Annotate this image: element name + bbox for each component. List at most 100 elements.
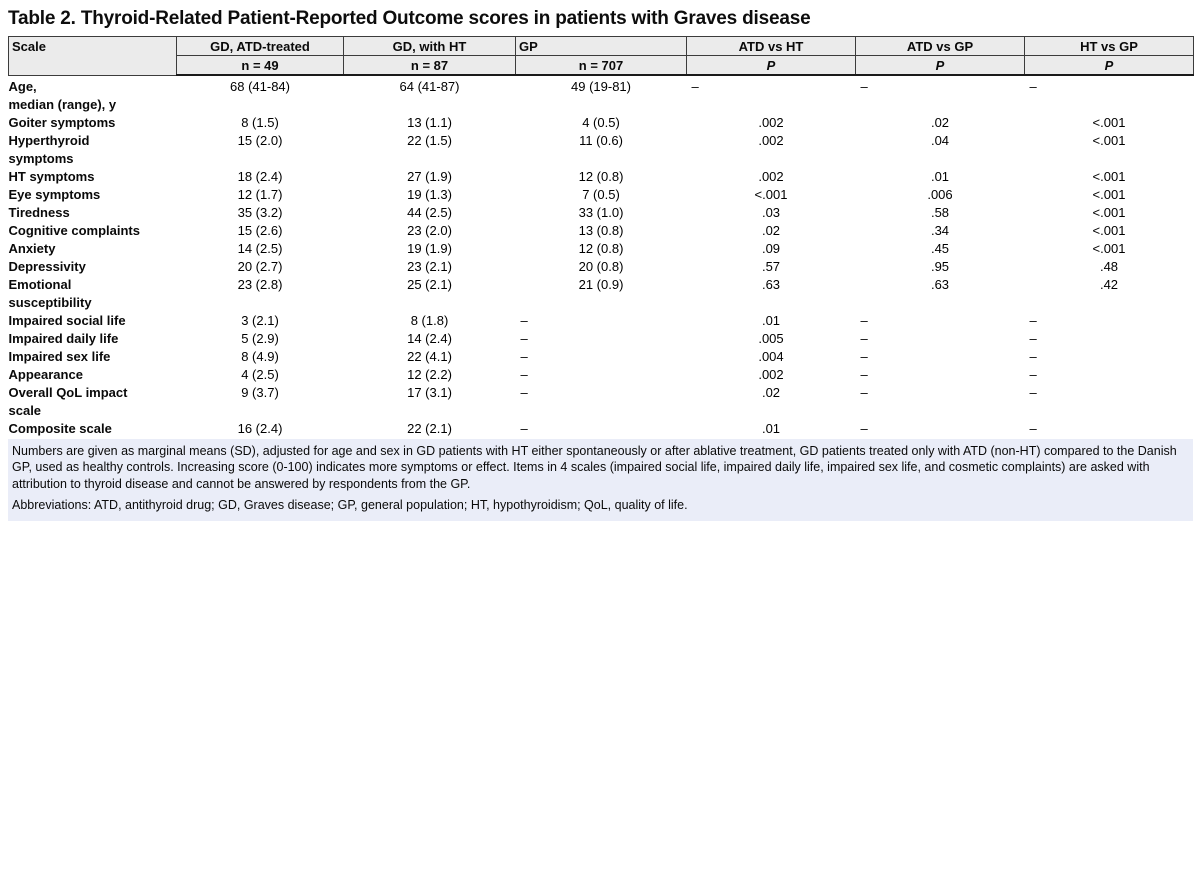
cell-gd-ht: 64 (41-87) [343,75,516,114]
cell-p-atd-vs-gp: – [855,383,1025,420]
cell-gp: 12 (0.8) [515,239,687,258]
subheader-n-gd-atd: n = 49 [176,55,344,76]
row-label-scale: Overall QoL impact scale [8,383,177,420]
cell-gd-atd: 16 (2.4) [176,419,344,438]
cell-gd-atd: 18 (2.4) [176,167,344,186]
cell-gp: 49 (19-81) [515,75,687,114]
cell-gd-atd: 8 (4.9) [176,347,344,366]
row-label-scale: Eye symptoms [8,185,177,204]
cell-p-ht-vs-gp: <.001 [1024,239,1194,258]
cell-gd-atd: 12 (1.7) [176,185,344,204]
col-header-gd-ht: GD, with HT [343,36,516,56]
row-label-scale: Hyperthyroid symptoms [8,131,177,168]
cell-p-atd-vs-gp: .34 [855,221,1025,240]
cell-gp: 7 (0.5) [515,185,687,204]
table-row: Age, median (range), y 68 (41-84) 64 (41… [8,75,1194,114]
table-row: Appearance 4 (2.5) 12 (2.2) – .002 – – [8,365,1194,384]
cell-p-atd-vs-ht: .03 [686,203,856,222]
row-label-scale: Appearance [8,365,177,384]
table-row: Impaired daily life 5 (2.9) 14 (2.4) – .… [8,329,1194,348]
cell-p-atd-vs-gp: .45 [855,239,1025,258]
cell-p-atd-vs-gp: .63 [855,275,1025,312]
cell-gd-atd: 68 (41-84) [176,75,344,114]
cell-p-ht-vs-gp: .48 [1024,257,1194,276]
cell-p-atd-vs-ht: .004 [686,347,856,366]
table-row: Hyperthyroid symptoms 15 (2.0) 22 (1.5) … [8,131,1194,168]
table-row: Impaired sex life 8 (4.9) 22 (4.1) – .00… [8,347,1194,366]
cell-gp: 33 (1.0) [515,203,687,222]
cell-p-atd-vs-gp: – [855,365,1025,384]
cell-gd-ht: 23 (2.1) [343,257,516,276]
table-title: Table 2. Thyroid-Related Patient-Reporte… [8,8,811,29]
row-label-scale: Depressivity [8,257,177,276]
row-label-scale: Goiter symptoms [8,113,177,132]
cell-p-atd-vs-ht: <.001 [686,185,856,204]
cell-gd-ht: 44 (2.5) [343,203,516,222]
cell-p-atd-vs-gp: .58 [855,203,1025,222]
cell-p-atd-vs-ht: – [686,75,856,114]
row-label-scale: Anxiety [8,239,177,258]
footnote-abbreviations: Abbreviations: ATD, antithyroid drug; GD… [12,498,688,512]
cell-gd-ht: 22 (2.1) [343,419,516,438]
cell-gd-atd: 3 (2.1) [176,311,344,330]
table-row: Goiter symptoms 8 (1.5) 13 (1.1) 4 (0.5)… [8,113,1194,132]
cell-gp: – [515,329,687,348]
cell-gp: 11 (0.6) [515,131,687,168]
cell-gd-ht: 27 (1.9) [343,167,516,186]
row-label-scale: Impaired social life [8,311,177,330]
row-label-scale: Impaired sex life [8,347,177,366]
cell-p-atd-vs-ht: .002 [686,365,856,384]
cell-p-ht-vs-gp: <.001 [1024,185,1194,204]
cell-p-atd-vs-ht: .002 [686,167,856,186]
cell-gd-ht: 14 (2.4) [343,329,516,348]
row-label-scale: HT symptoms [8,167,177,186]
subheader-n-gp: n = 707 [515,55,687,76]
cell-gd-atd: 15 (2.0) [176,131,344,168]
cell-p-atd-vs-ht: .09 [686,239,856,258]
table-row: Emotional susceptibility 23 (2.8) 25 (2.… [8,275,1194,312]
cell-gd-ht: 22 (1.5) [343,131,516,168]
cell-p-atd-vs-gp: .04 [855,131,1025,168]
cell-p-atd-vs-ht: .63 [686,275,856,312]
col-header-gp: GP [515,36,687,56]
cell-gd-ht: 23 (2.0) [343,221,516,240]
outcomes-table: Scale GD, ATD-treated GD, with HT GP ATD… [8,36,1194,438]
cell-p-atd-vs-ht: .02 [686,221,856,240]
cell-p-ht-vs-gp: <.001 [1024,203,1194,222]
header-row-subs: n = 49 n = 87 n = 707 P P P [9,55,1194,76]
cell-p-ht-vs-gp: – [1024,419,1194,438]
cell-gp: – [515,383,687,420]
cell-gp: 4 (0.5) [515,113,687,132]
cell-p-ht-vs-gp: <.001 [1024,167,1194,186]
cell-gd-atd: 15 (2.6) [176,221,344,240]
cell-gd-atd: 20 (2.7) [176,257,344,276]
cell-p-ht-vs-gp: <.001 [1024,113,1194,132]
subheader-p-atd-vs-gp: P [855,55,1025,76]
cell-p-atd-vs-gp: – [855,419,1025,438]
cell-gd-ht: 19 (1.3) [343,185,516,204]
cell-gd-atd: 9 (3.7) [176,383,344,420]
cell-gd-atd: 23 (2.8) [176,275,344,312]
cell-p-atd-vs-gp: .006 [855,185,1025,204]
table-body: Age, median (range), y 68 (41-84) 64 (41… [8,75,1194,438]
cell-p-ht-vs-gp: – [1024,383,1194,420]
table-row: Overall QoL impact scale 9 (3.7) 17 (3.1… [8,383,1194,420]
cell-p-atd-vs-gp: .95 [855,257,1025,276]
cell-gd-ht: 13 (1.1) [343,113,516,132]
cell-gd-atd: 8 (1.5) [176,113,344,132]
cell-p-ht-vs-gp: – [1024,347,1194,366]
cell-gd-ht: 17 (3.1) [343,383,516,420]
cell-gd-ht: 12 (2.2) [343,365,516,384]
cell-p-atd-vs-gp: – [855,347,1025,366]
cell-p-atd-vs-ht: .002 [686,131,856,168]
table-row: Cognitive complaints 15 (2.6) 23 (2.0) 1… [8,221,1194,240]
footnote: Numbers are given as marginal means (SD)… [8,438,1193,521]
col-header-ht-vs-gp: HT vs GP [1024,36,1194,56]
table-row: HT symptoms 18 (2.4) 27 (1.9) 12 (0.8) .… [8,167,1194,186]
col-header-atd-vs-ht: ATD vs HT [686,36,856,56]
cell-p-ht-vs-gp: – [1024,75,1194,114]
cell-gp: – [515,365,687,384]
cell-gd-ht: 8 (1.8) [343,311,516,330]
cell-gp: – [515,419,687,438]
